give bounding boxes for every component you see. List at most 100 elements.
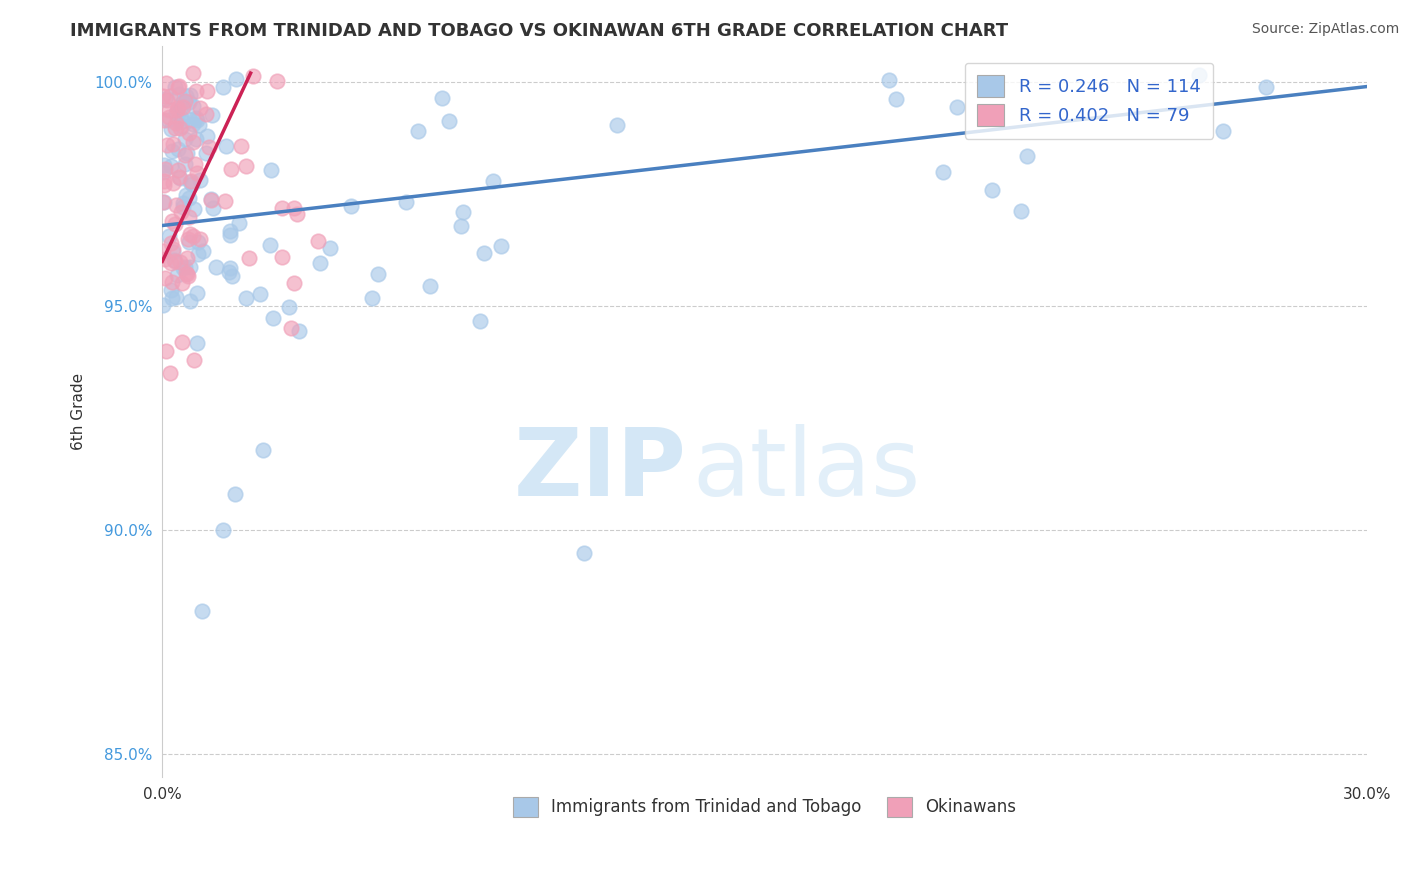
Point	[179, 87, 201, 102]
Text: Source: ZipAtlas.com: Source: ZipAtlas.com	[1251, 22, 1399, 37]
Point	[166, 142, 188, 156]
Point	[152, 157, 174, 171]
Point	[152, 194, 174, 209]
Point	[482, 174, 505, 188]
Point	[179, 293, 201, 308]
Point	[187, 235, 209, 249]
Point	[179, 175, 201, 189]
Point	[419, 279, 441, 293]
Point	[191, 604, 214, 618]
Point	[162, 275, 184, 289]
Point	[180, 178, 202, 192]
Point	[249, 286, 271, 301]
Point	[283, 202, 305, 216]
Point	[176, 267, 198, 281]
Point	[200, 192, 222, 206]
Point	[184, 84, 207, 98]
Point	[219, 227, 242, 242]
Point	[160, 235, 183, 250]
Point	[361, 291, 384, 305]
Point	[153, 252, 176, 266]
Point	[153, 161, 176, 176]
Point	[259, 237, 281, 252]
Point	[165, 106, 187, 120]
Point	[981, 183, 1004, 197]
Point	[201, 201, 224, 215]
Point	[266, 74, 288, 88]
Point	[367, 267, 389, 281]
Point	[184, 111, 207, 125]
Point	[160, 256, 183, 270]
Point	[271, 201, 294, 215]
Point	[211, 524, 233, 538]
Point	[280, 320, 302, 334]
Point	[179, 126, 201, 140]
Point	[395, 195, 418, 210]
Point	[186, 286, 208, 301]
Point	[157, 110, 180, 124]
Point	[172, 196, 194, 211]
Point	[163, 80, 186, 95]
Point	[450, 219, 472, 233]
Point	[287, 207, 309, 221]
Point	[167, 79, 190, 94]
Point	[156, 138, 179, 153]
Point	[152, 113, 174, 128]
Point	[156, 113, 179, 128]
Point	[156, 93, 179, 107]
Point	[195, 145, 218, 160]
Point	[162, 177, 184, 191]
Point	[218, 224, 240, 238]
Point	[606, 118, 628, 132]
Point	[1010, 203, 1032, 218]
Point	[430, 91, 453, 105]
Point	[152, 88, 174, 103]
Point	[183, 353, 205, 368]
Point	[166, 268, 188, 283]
Point	[200, 193, 222, 207]
Point	[177, 268, 200, 283]
Point	[167, 87, 190, 102]
Point	[157, 103, 180, 117]
Point	[170, 204, 193, 219]
Point	[287, 324, 309, 338]
Point	[179, 95, 201, 109]
Point	[165, 116, 187, 130]
Point	[174, 157, 197, 171]
Point	[179, 227, 201, 241]
Point	[163, 253, 186, 268]
Point	[170, 276, 193, 290]
Point	[188, 118, 211, 132]
Point	[162, 245, 184, 260]
Point	[186, 166, 208, 180]
Point	[169, 79, 191, 94]
Point	[179, 260, 201, 274]
Point	[235, 291, 257, 305]
Point	[181, 117, 204, 131]
Point	[177, 231, 200, 245]
Point	[157, 229, 180, 244]
Point	[283, 276, 305, 290]
Point	[214, 194, 236, 208]
Point	[152, 165, 174, 179]
Point	[214, 139, 236, 153]
Point	[167, 163, 190, 178]
Point	[932, 165, 955, 179]
Point	[198, 139, 221, 153]
Point	[160, 291, 183, 305]
Point	[172, 113, 194, 128]
Point	[186, 335, 208, 350]
Point	[228, 216, 250, 230]
Point	[176, 251, 198, 265]
Point	[165, 290, 187, 304]
Point	[166, 103, 188, 118]
Point	[219, 260, 242, 275]
Point	[169, 255, 191, 269]
Point	[318, 241, 340, 255]
Point	[153, 270, 176, 285]
Point	[163, 253, 186, 268]
Point	[242, 69, 264, 83]
Point	[188, 101, 211, 115]
Point	[169, 120, 191, 135]
Point	[162, 136, 184, 151]
